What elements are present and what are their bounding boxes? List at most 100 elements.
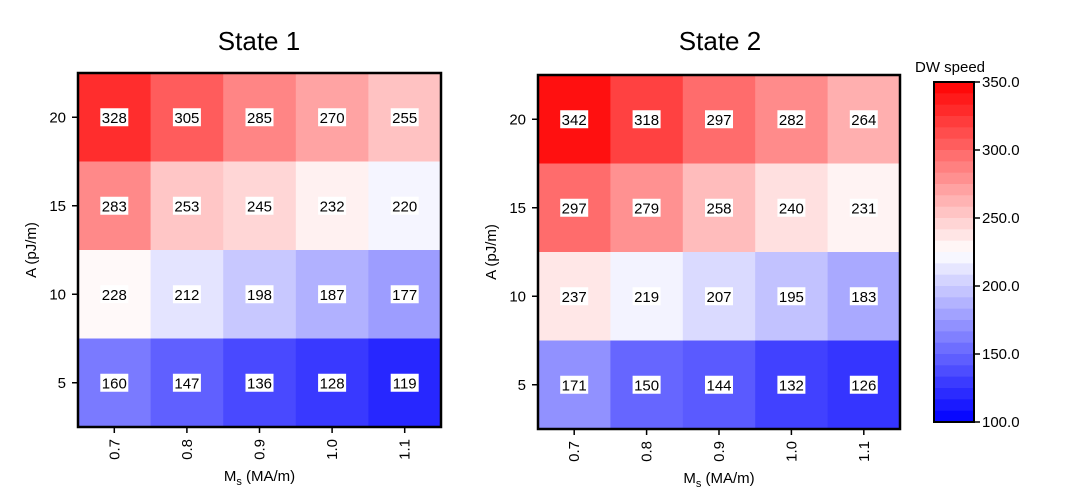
cell-value-background	[777, 198, 806, 217]
colorbar-band	[934, 82, 974, 94]
x-tick-label: 0.7	[106, 439, 123, 460]
cell-value-background	[705, 198, 733, 217]
colorbar-band	[934, 240, 974, 253]
x-tick-label: 0.9	[252, 439, 269, 460]
cell-value-background	[390, 373, 419, 392]
cell-value-background	[560, 287, 589, 306]
cell-value: 283	[102, 198, 127, 215]
colorbar-band	[934, 308, 974, 321]
cell-value-background	[777, 287, 806, 306]
y-tick-label: 15	[509, 200, 526, 217]
cell-value-background	[172, 108, 201, 127]
heatmap-panel-state-2: State 2 342 318 297 282 264 297 279 258 240 231 23…	[483, 26, 902, 490]
cell-value: 150	[634, 377, 659, 394]
cell-value: 240	[779, 200, 804, 217]
colorbar-band	[934, 172, 974, 185]
cell-value: 318	[634, 112, 659, 129]
cell-value-background	[245, 373, 274, 392]
y-tick-label: 10	[49, 286, 66, 303]
cell-value-background	[632, 110, 661, 129]
colorbar-band	[934, 195, 974, 208]
y-tick-label: 5	[58, 375, 66, 392]
colorbar-bands	[934, 82, 974, 423]
cell-value-background	[318, 108, 347, 127]
cell-value: 136	[247, 375, 272, 392]
cell-value-background	[560, 375, 589, 394]
colorbar-band	[934, 252, 974, 264]
colorbar-band	[934, 93, 974, 106]
colorbar-band	[934, 410, 974, 423]
cell-value: 237	[562, 289, 587, 306]
cell-value-background	[632, 375, 661, 394]
colorbar-band	[934, 161, 974, 174]
x-axis-label-subscript: s	[696, 478, 702, 490]
y-tick-label: 10	[509, 288, 526, 305]
x-axis-label-subscript: s	[236, 476, 242, 488]
y-axis-ticks: 20 15 10 5	[49, 109, 78, 392]
colorbar-band	[934, 320, 974, 332]
cell-value: 198	[247, 287, 272, 304]
cell-value: 258	[706, 200, 731, 217]
colorbar-tick-label: 350.0	[982, 74, 1020, 91]
colorbar-tick-label: 100.0	[982, 414, 1020, 431]
cell-value-background	[777, 375, 806, 394]
cell-value-background	[172, 196, 201, 215]
panel-title: State 1	[218, 26, 300, 56]
cell-value: 305	[174, 110, 199, 127]
cell-value: 285	[247, 110, 272, 127]
colorbar-band	[934, 116, 974, 128]
cell-value-background	[632, 287, 661, 306]
x-tick-label: 1.0	[783, 441, 800, 462]
cell-value: 264	[851, 112, 876, 129]
cell-value: 126	[851, 377, 876, 394]
cell-value: 207	[706, 289, 731, 306]
colorbar-band	[934, 150, 974, 162]
heatmap-panel-state-1: State 1 328 305 285 270 255 283 253 245 232 220 22…	[23, 26, 443, 488]
cell-value: 255	[392, 110, 417, 127]
cell-value-background	[172, 373, 201, 392]
x-tick-label: 1.0	[324, 439, 341, 460]
colorbar-band	[934, 376, 974, 389]
colorbar-title: DW speed	[915, 59, 985, 76]
y-tick-label: 20	[49, 109, 66, 126]
cell-value: 328	[102, 110, 127, 127]
y-axis-ticks: 20 15 10 5	[509, 111, 538, 394]
colorbar-band	[934, 218, 974, 230]
cell-value: 270	[320, 110, 345, 127]
cell-value: 171	[562, 377, 587, 394]
cell-value: 144	[706, 377, 731, 394]
cell-value-background	[100, 196, 129, 215]
x-tick-label: 0.8	[639, 441, 656, 462]
cell-value-background	[172, 285, 201, 304]
cell-value-background	[849, 110, 878, 129]
x-axis-label-main: M	[683, 470, 696, 487]
cell-value-background	[390, 196, 419, 215]
x-axis-label-unit: (MA/m)	[242, 468, 295, 485]
y-axis-label: A (pJ/m)	[23, 222, 40, 278]
colorbar-band	[934, 104, 974, 117]
cell-value-background	[390, 285, 419, 304]
cell-value-background	[849, 287, 878, 306]
cell-value-background	[560, 110, 589, 129]
cell-value: 220	[392, 198, 417, 215]
colorbar-band	[934, 388, 974, 400]
colorbar-band	[934, 274, 974, 287]
cell-value: 187	[320, 287, 345, 304]
colorbar-tick-label: 300.0	[982, 142, 1020, 159]
colorbar-tick-label: 200.0	[982, 278, 1020, 295]
colorbar-tick-label: 150.0	[982, 346, 1020, 363]
cell-value-background	[705, 110, 733, 129]
x-tick-label: 1.1	[856, 441, 873, 462]
cell-value: 183	[851, 289, 876, 306]
x-tick-label: 1.1	[397, 439, 414, 460]
cell-value: 279	[634, 200, 659, 217]
x-axis-label-main: M	[224, 468, 237, 485]
cell-value: 160	[102, 375, 127, 392]
cell-value-background	[245, 285, 274, 304]
colorbar-frame	[933, 81, 975, 423]
cell-value-background	[705, 375, 733, 394]
x-tick-label: 0.7	[566, 441, 583, 462]
cell-value-background	[705, 287, 733, 306]
x-axis-label: Ms (MA/m)	[683, 470, 754, 490]
colorbar-band	[934, 354, 974, 366]
